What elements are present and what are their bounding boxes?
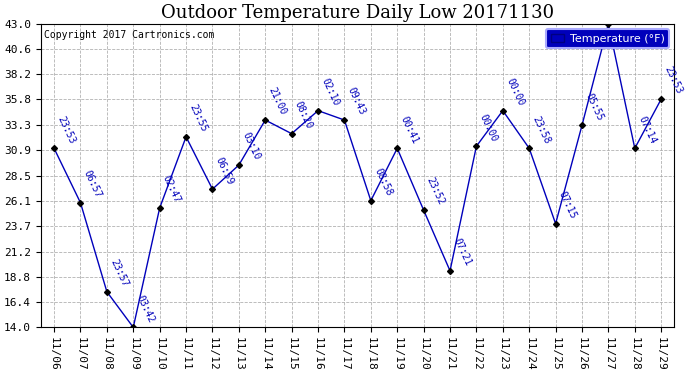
Text: 06:57: 06:57 [82,169,104,200]
Text: 07:21: 07:21 [451,237,473,268]
Text: 07:14: 07:14 [636,114,658,145]
Text: 09:43: 09:43 [346,86,367,117]
Text: 08:20: 08:20 [293,100,315,130]
Text: 03:10: 03:10 [240,131,262,162]
Text: 05:55: 05:55 [583,91,605,122]
Legend: Temperature (°F): Temperature (°F) [546,29,669,48]
Text: 00:41: 00:41 [399,114,420,145]
Text: 06:59: 06:59 [214,155,235,186]
Text: 23:53: 23:53 [55,114,77,145]
Text: 00:00: 00:00 [477,112,499,143]
Text: 03:42: 03:42 [135,293,156,324]
Text: 21:00: 21:00 [266,86,288,117]
Text: 23:53: 23:53 [662,65,684,96]
Text: 23:55: 23:55 [188,103,209,134]
Text: 07:15: 07:15 [557,190,578,220]
Text: 02:10: 02:10 [319,76,341,108]
Text: 00:00: 00:00 [504,76,526,108]
Text: 23:58: 23:58 [531,114,552,145]
Text: 02:47: 02:47 [161,174,182,205]
Text: Copyright 2017 Cartronics.com: Copyright 2017 Cartronics.com [44,30,215,40]
Text: 23:57: 23:57 [108,258,130,289]
Text: 08:58: 08:58 [372,166,393,198]
Text: 23:52: 23:52 [425,176,446,207]
Title: Outdoor Temperature Daily Low 20171130: Outdoor Temperature Daily Low 20171130 [161,4,554,22]
